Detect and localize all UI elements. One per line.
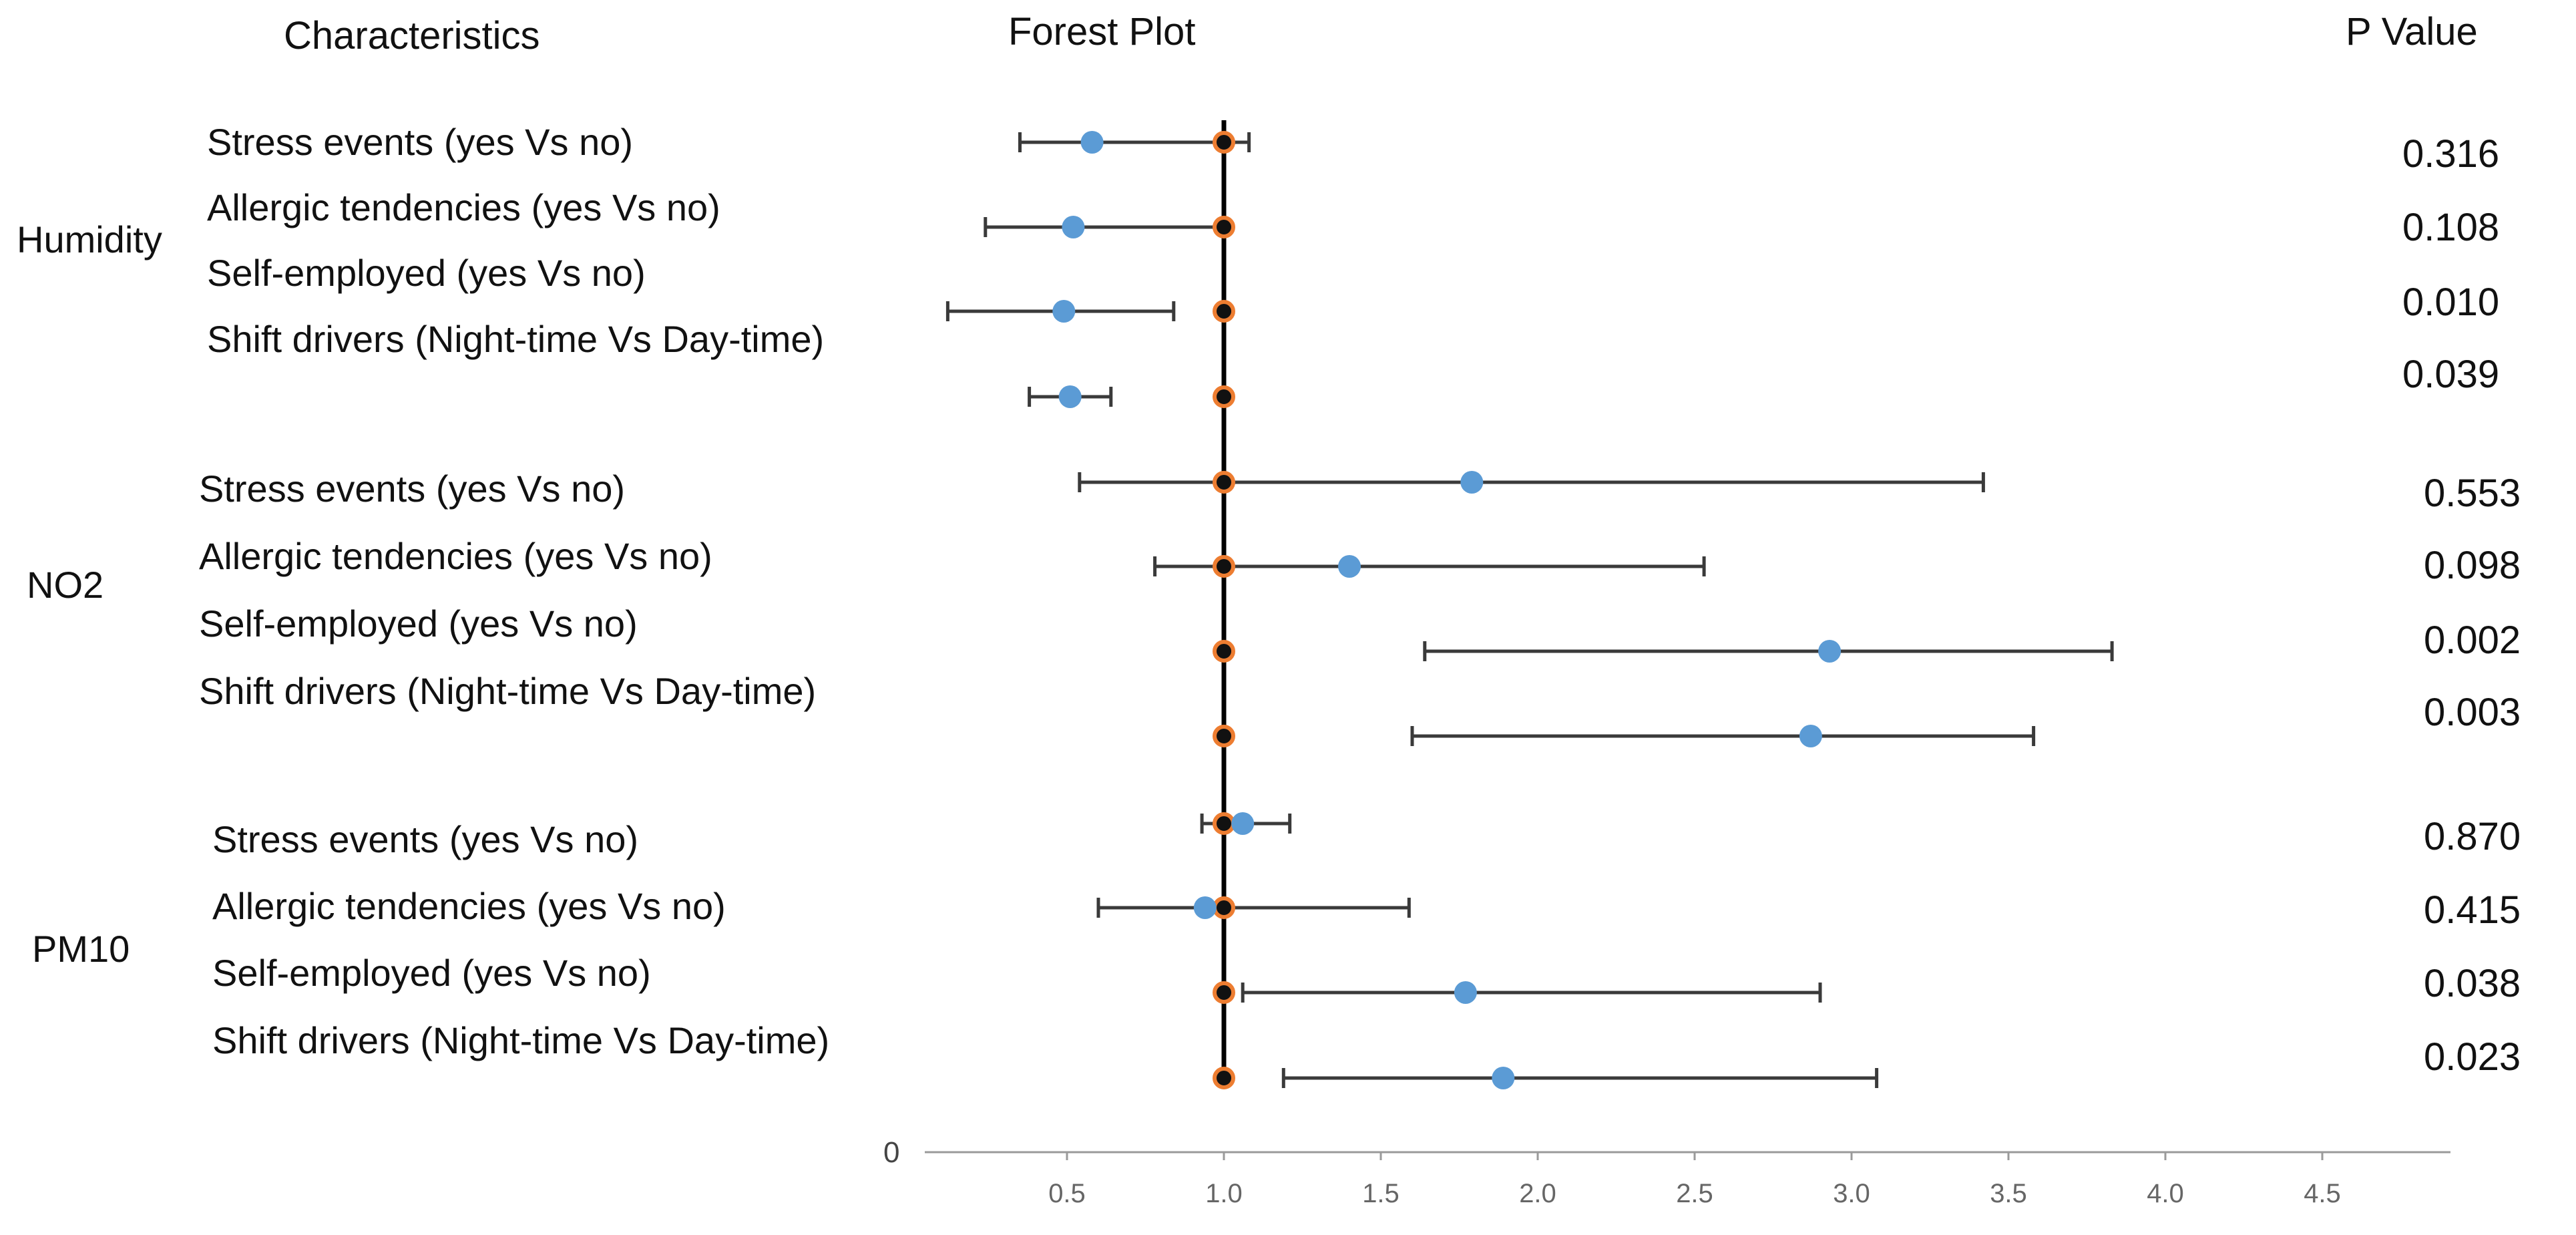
p-value: 0.038 bbox=[2424, 962, 2521, 1005]
x-tick-label: 2.5 bbox=[1676, 1179, 1713, 1208]
estimate-point bbox=[1058, 385, 1082, 408]
reference-marker bbox=[1213, 471, 1235, 494]
characteristics-header: Characteristics bbox=[284, 14, 540, 57]
reference-marker bbox=[1213, 640, 1235, 663]
estimate-point bbox=[1492, 1067, 1515, 1089]
p-value: 0.010 bbox=[2402, 281, 2499, 324]
reference-marker bbox=[1213, 385, 1235, 408]
estimate-point bbox=[1454, 981, 1477, 1004]
reference-marker bbox=[1213, 896, 1235, 919]
p-value: 0.870 bbox=[2424, 815, 2521, 858]
row-label: Stress events (yes Vs no) bbox=[212, 818, 638, 860]
x-tick-label: 1.5 bbox=[1362, 1179, 1400, 1208]
p-value: 0.415 bbox=[2424, 888, 2521, 932]
row-label: Allergic tendencies (yes Vs no) bbox=[212, 885, 726, 927]
estimate-point bbox=[1818, 640, 1842, 663]
row-label: Allergic tendencies (yes Vs no) bbox=[207, 186, 720, 228]
x-tick-label: 3.0 bbox=[1833, 1179, 1870, 1208]
row-label: Self-employed (yes Vs no) bbox=[199, 602, 638, 645]
estimate-point bbox=[1062, 216, 1085, 238]
row-label: Allergic tendencies (yes Vs no) bbox=[199, 535, 712, 577]
estimate-point bbox=[1052, 300, 1076, 323]
estimate-point bbox=[1799, 725, 1822, 747]
x-tick-label: 2.0 bbox=[1519, 1179, 1556, 1208]
p-value-header: P Value bbox=[2346, 10, 2478, 53]
estimate-point bbox=[1338, 555, 1361, 578]
p-value: 0.002 bbox=[2424, 619, 2521, 662]
group-label-humidity: Humidity bbox=[17, 218, 162, 260]
reference-marker bbox=[1213, 216, 1235, 238]
p-value: 0.023 bbox=[2424, 1035, 2521, 1079]
row-label: Stress events (yes Vs no) bbox=[207, 121, 633, 163]
row-label: Self-employed (yes Vs no) bbox=[212, 952, 651, 994]
reference-marker bbox=[1213, 131, 1235, 154]
estimate-point bbox=[1080, 131, 1104, 154]
x-tick-label: 1.0 bbox=[1205, 1179, 1243, 1208]
x-tick-label: 4.5 bbox=[2304, 1179, 2341, 1208]
x-tick-label: 3.5 bbox=[1990, 1179, 2027, 1208]
reference-marker bbox=[1213, 981, 1235, 1004]
row-label: Self-employed (yes Vs no) bbox=[207, 252, 646, 294]
row-label: Shift drivers (Night-time Vs Day-time) bbox=[212, 1019, 829, 1061]
x-axis-ticks: 0.5 1.0 1.5 2.0 2.5 3.0 3.5 4.0 4.5 bbox=[1048, 1152, 2341, 1208]
p-value: 0.316 bbox=[2402, 132, 2499, 176]
reference-marker bbox=[1213, 1067, 1235, 1089]
estimate-point bbox=[1193, 896, 1217, 919]
reference-marker bbox=[1213, 555, 1235, 578]
row-label: Shift drivers (Night-time Vs Day-time) bbox=[199, 670, 816, 712]
plot-markers bbox=[1052, 131, 1842, 1089]
estimate-point bbox=[1460, 471, 1484, 494]
p-value: 0.003 bbox=[2424, 691, 2521, 734]
y-axis-zero-label: 0 bbox=[883, 1136, 899, 1169]
reference-marker bbox=[1213, 300, 1235, 323]
row-label: Stress events (yes Vs no) bbox=[199, 468, 625, 510]
p-value: 0.039 bbox=[2402, 353, 2499, 396]
reference-marker bbox=[1213, 725, 1235, 747]
p-value: 0.108 bbox=[2402, 206, 2499, 249]
p-value: 0.098 bbox=[2424, 544, 2521, 587]
x-tick-label: 4.0 bbox=[2147, 1179, 2184, 1208]
p-value: 0.553 bbox=[2424, 472, 2521, 515]
reference-marker bbox=[1213, 812, 1235, 835]
row-label: Shift drivers (Night-time Vs Day-time) bbox=[207, 318, 824, 360]
group-label-no2: NO2 bbox=[27, 564, 103, 606]
estimate-point bbox=[1231, 812, 1255, 835]
forest-plot-header: Forest Plot bbox=[1008, 10, 1195, 53]
x-tick-label: 0.5 bbox=[1048, 1179, 1086, 1208]
group-label-pm10: PM10 bbox=[32, 928, 130, 970]
